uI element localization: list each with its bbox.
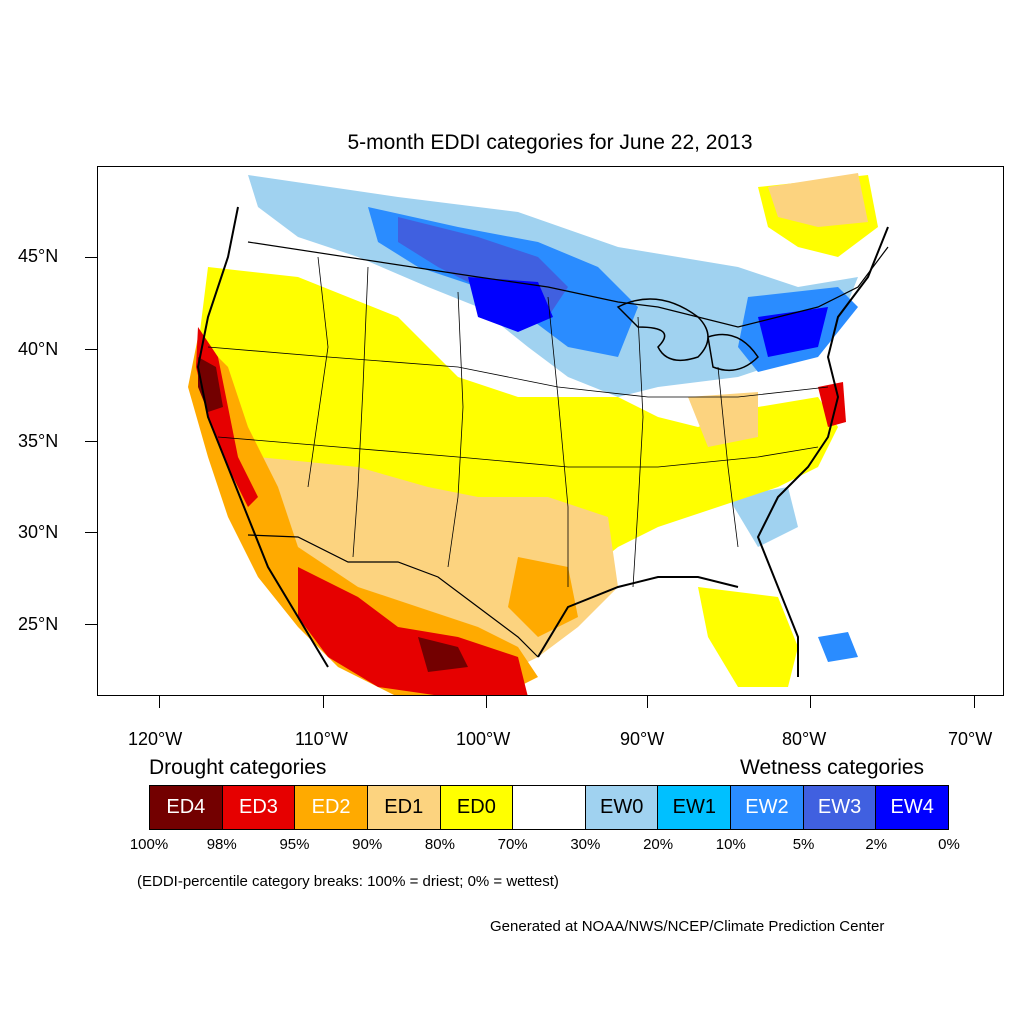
- dry-region-florida-ed0: [698, 587, 798, 687]
- lon-tick: [323, 696, 324, 708]
- lat-tick: [85, 257, 97, 258]
- us-mexico-border: [247, 534, 539, 658]
- lat-label-40: 40°N: [18, 339, 59, 359]
- percent-break-label: 100%: [129, 836, 169, 853]
- wet-region-ew4: [468, 277, 553, 332]
- lat-tick: [85, 441, 97, 442]
- dry-region-texas-ed2: [508, 557, 578, 637]
- credit-line: Generated at NOAA/NWS/NCEP/Climate Predi…: [490, 918, 885, 935]
- gulf-coast: [537, 576, 739, 658]
- lon-label-120w: 120°W: [128, 729, 183, 749]
- legend-cell-ed2: ED2: [295, 786, 368, 829]
- lon-label-80w: 80°W: [782, 729, 827, 749]
- eddi-color-field: [188, 173, 878, 695]
- percent-break-label: 80%: [424, 836, 455, 853]
- lon-label-90w: 90°W: [620, 729, 665, 749]
- lon-label-110w: 110°W: [295, 729, 348, 749]
- legend-cell-ed3: ED3: [222, 786, 296, 829]
- wet-region-great-lakes-core: [758, 307, 828, 357]
- legend-cell-ed1: ED1: [367, 786, 441, 829]
- legend-cell-ed0: ED0: [440, 786, 514, 829]
- legend-cell-neutral: [513, 786, 586, 829]
- lat-label-25: 25°N: [18, 614, 59, 634]
- west-coast: [196, 206, 329, 668]
- great-lakes: [616, 298, 759, 372]
- percent-break-label: 2%: [865, 836, 888, 853]
- percent-break-label: 20%: [643, 836, 674, 853]
- lat-tick: [85, 532, 97, 533]
- lon-tick: [486, 696, 487, 708]
- percent-break-label: 70%: [497, 836, 528, 853]
- dry-region-northeast-ed1: [768, 173, 868, 227]
- map-frame: [97, 166, 1004, 696]
- percent-break-label: 10%: [715, 836, 746, 853]
- percent-break-label: 90%: [352, 836, 383, 853]
- eddi-map: [188, 173, 889, 695]
- lat-tick: [85, 624, 97, 625]
- percent-break-label: 0%: [938, 836, 960, 853]
- lon-tick: [974, 696, 975, 708]
- legend-cell-ew4: EW4: [876, 786, 949, 829]
- wetness-categories-header: Wetness categories: [740, 756, 925, 779]
- wet-region-florida-islands: [818, 632, 858, 662]
- lat-label-35: 35°N: [18, 431, 59, 451]
- state-lines: [207, 256, 829, 588]
- map-title: 5-month EDDI categories for June 22, 201…: [347, 131, 753, 154]
- legend-cell-ew2: EW2: [731, 786, 804, 829]
- boundaries: [196, 206, 889, 677]
- lat-tick: [85, 349, 97, 350]
- color-legend: ED4 ED3 ED2 ED1 ED0 EW0 EW1 EW2 EW3 EW4: [149, 785, 949, 830]
- dry-region-ed3-mexico: [298, 567, 528, 695]
- legend-cell-ew0: EW0: [585, 786, 659, 829]
- wet-region-southeast: [728, 487, 798, 547]
- lon-tick: [647, 696, 648, 708]
- percent-break-label: 5%: [792, 836, 815, 853]
- percent-break-label: 95%: [279, 836, 310, 853]
- lon-label-70w: 70°W: [948, 729, 993, 749]
- percent-break-label: 30%: [570, 836, 601, 853]
- category-breaks-note: (EDDI-percentile category breaks: 100% =…: [137, 873, 559, 890]
- dry-region-ed3-atlantic: [818, 382, 846, 427]
- lat-label-45: 45°N: [18, 246, 59, 266]
- east-coast: [756, 226, 889, 677]
- dry-region-ed4-mexico: [418, 637, 468, 672]
- percent-break-label: 98%: [206, 836, 237, 853]
- lon-tick: [810, 696, 811, 708]
- lon-tick: [159, 696, 160, 708]
- lat-label-30: 30°N: [18, 522, 59, 542]
- legend-cell-ed4: ED4: [150, 786, 223, 829]
- legend-cell-ew1: EW1: [658, 786, 732, 829]
- lon-label-100w: 100°W: [456, 729, 511, 749]
- legend-cell-ew3: EW3: [803, 786, 877, 829]
- drought-categories-header: Drought categories: [149, 756, 327, 779]
